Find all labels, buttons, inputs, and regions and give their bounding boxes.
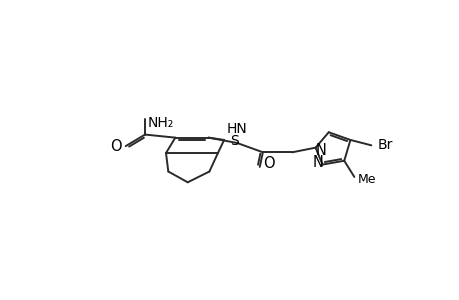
Text: HN: HN <box>226 122 247 136</box>
Text: Me: Me <box>358 173 376 186</box>
Text: N: N <box>315 143 326 158</box>
Text: S: S <box>230 134 239 148</box>
Text: O: O <box>110 139 122 154</box>
Text: O: O <box>262 156 274 171</box>
Text: N: N <box>312 155 323 170</box>
Text: NH₂: NH₂ <box>147 116 174 130</box>
Text: Br: Br <box>377 138 392 152</box>
